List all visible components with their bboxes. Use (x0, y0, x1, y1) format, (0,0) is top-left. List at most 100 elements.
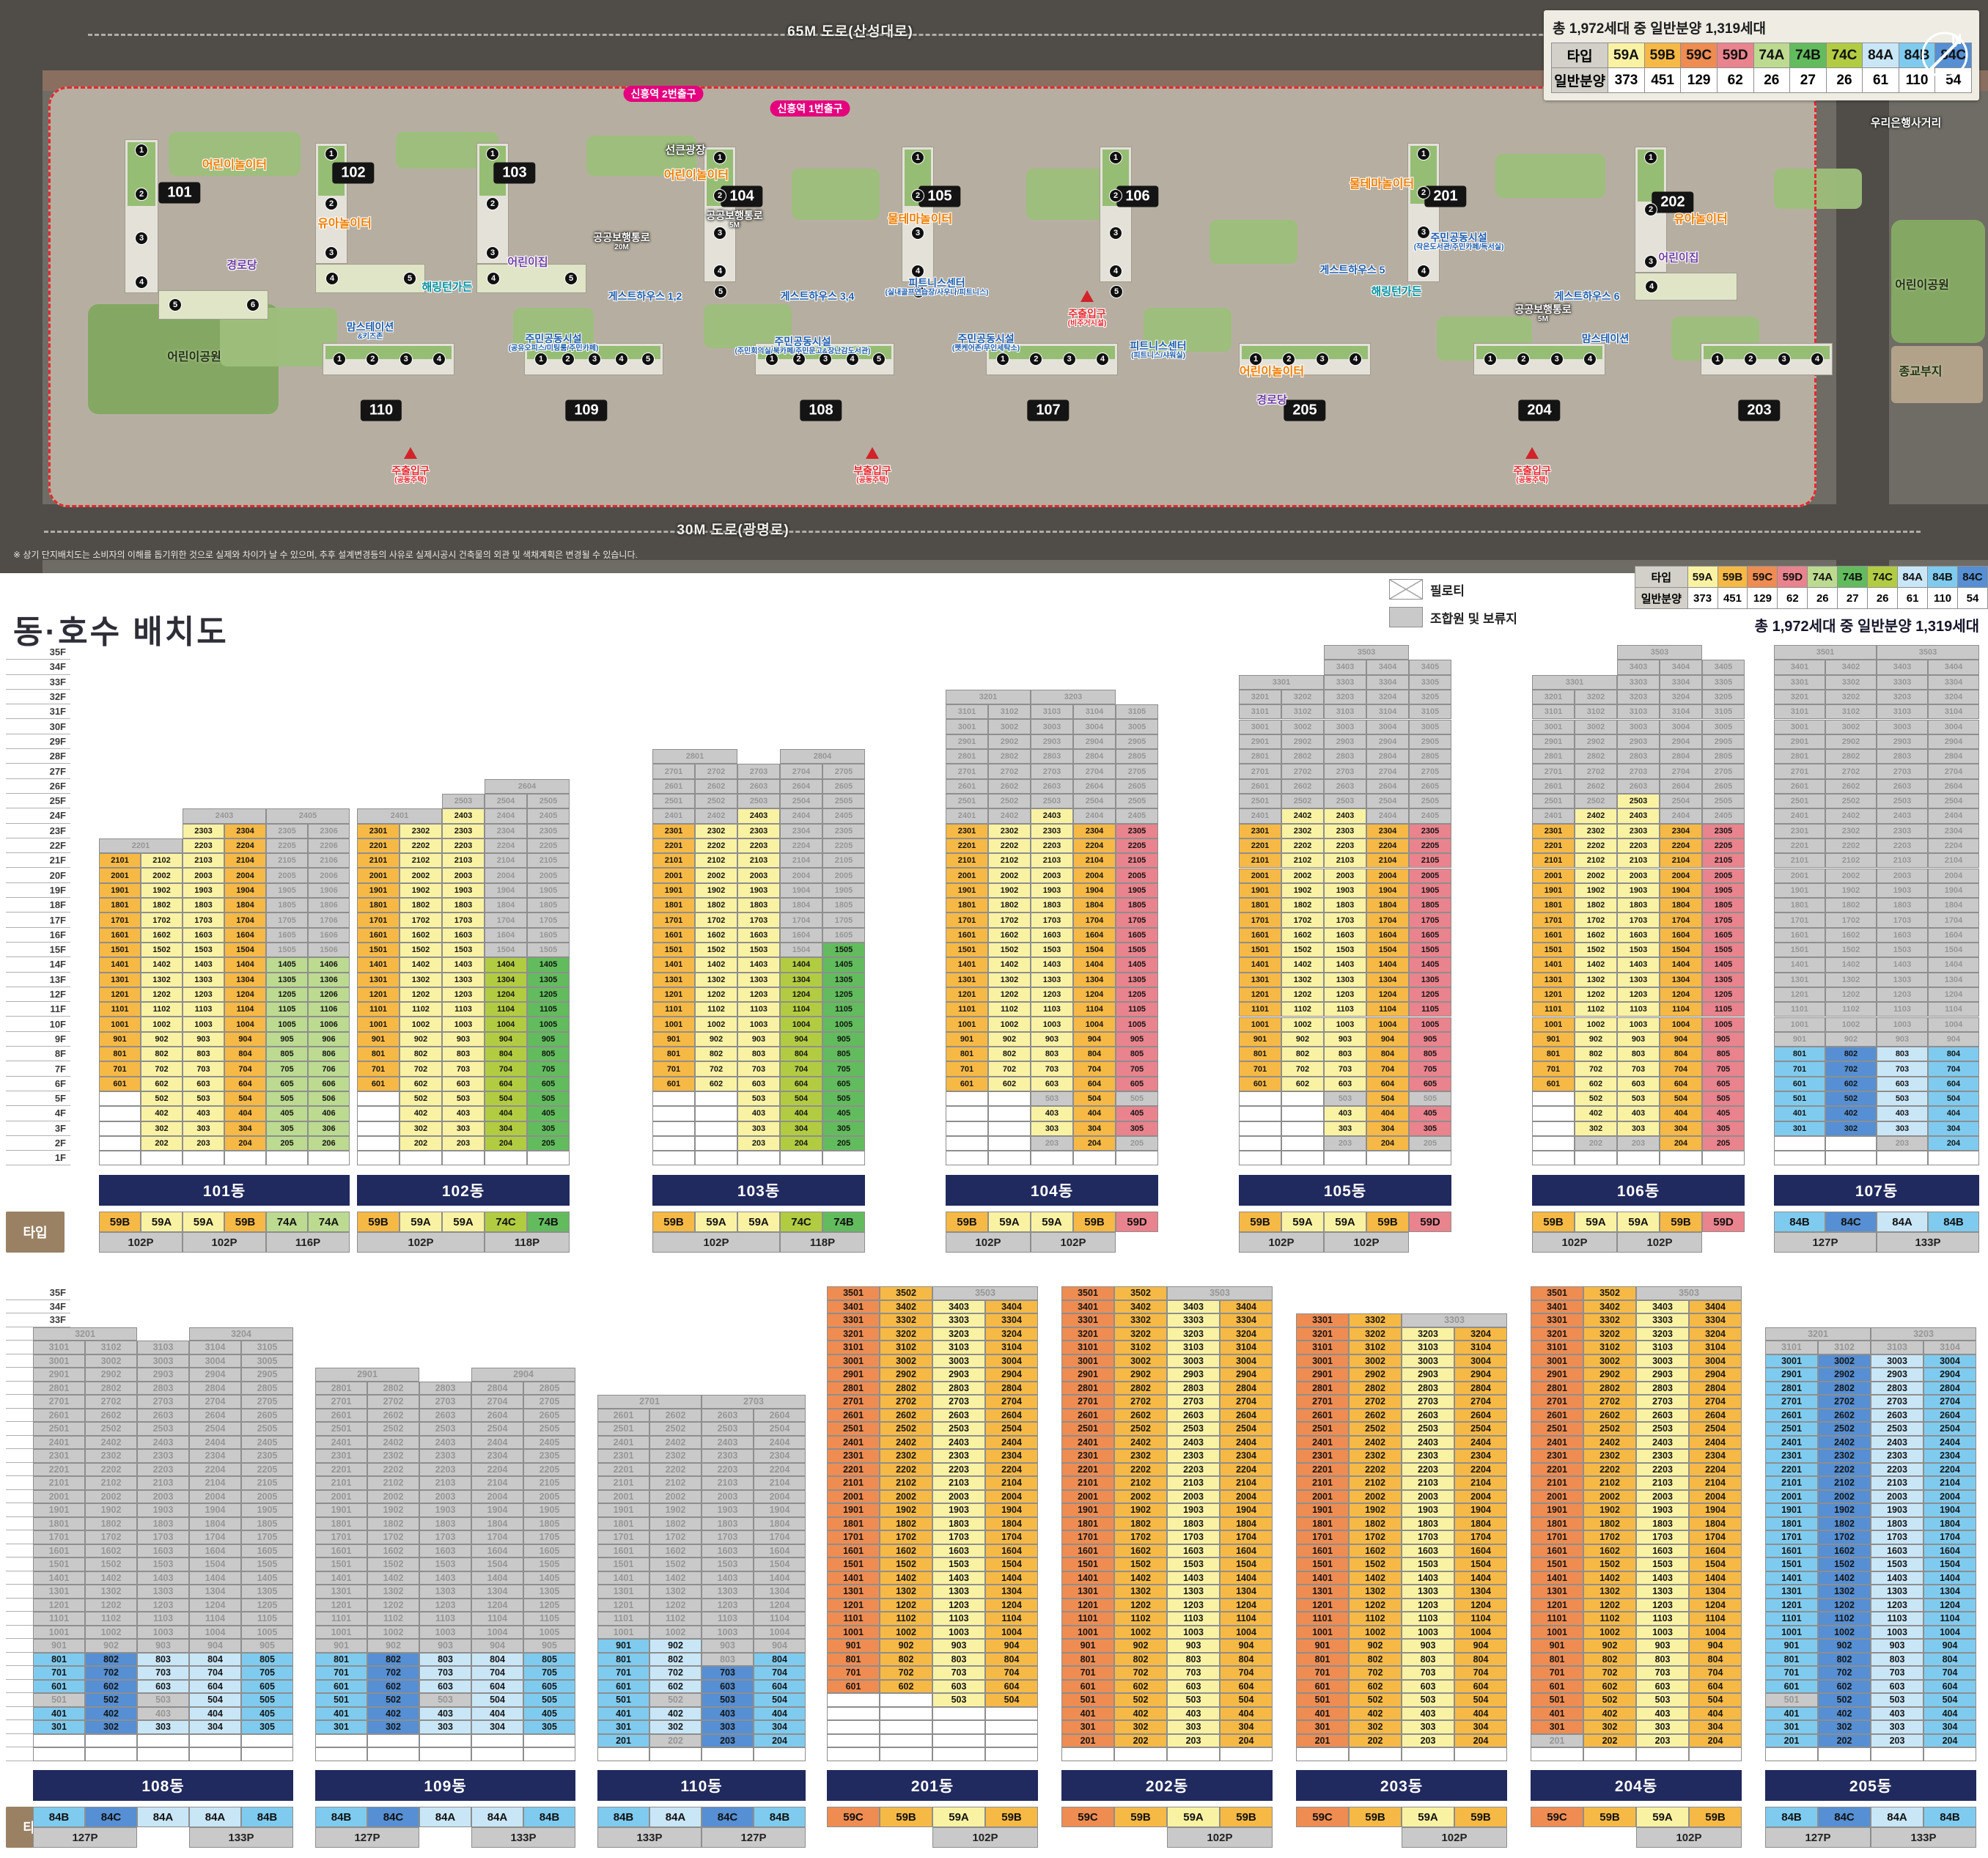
floor-label: 18F (6, 898, 70, 913)
building-name-bar: 201동 (827, 1770, 1038, 1801)
unit-cell: 1204 (485, 987, 527, 1003)
unit-cell: 1804 (1923, 1516, 1976, 1530)
reserved-cell: 3205 (1409, 689, 1451, 705)
unit-cell: 1902 (695, 882, 737, 899)
type-cell: 59C (827, 1807, 880, 1827)
unit-cell: 2701 (827, 1395, 880, 1409)
parking-cell: 116P (266, 1232, 350, 1253)
pilotis-cell (1239, 1091, 1281, 1107)
unit-cell: 502 (367, 1693, 419, 1707)
unit-cell: 404 (780, 1106, 822, 1121)
unit-cell: 1703 (1617, 913, 1660, 928)
reserved-cell: 203 (1877, 1135, 1928, 1151)
unit-cell: 2303 (442, 823, 485, 838)
type-table-header: 일반분양 (1635, 587, 1688, 609)
parking-cell: 127P (315, 1827, 419, 1848)
reserved-cell: 1701 (1774, 913, 1825, 928)
unit-line-circle: 2 (325, 196, 338, 210)
type-count-cell: 373 (1608, 67, 1645, 93)
unit-cell: 1203 (1167, 1598, 1220, 1612)
reserved-cell: 3004 (1366, 719, 1409, 734)
unit-cell: 1004 (1923, 1625, 1976, 1639)
reserved-cell: 1504 (754, 1557, 806, 1571)
reserved-cell: 1501 (33, 1557, 85, 1571)
pilotis-cell (827, 1747, 880, 1761)
unit-cell: 306 (308, 1121, 350, 1136)
reserved-cell: 1803 (419, 1516, 471, 1530)
unit-cell: 601 (357, 1076, 400, 1091)
site-label-line: 주민공동시설 (1430, 232, 1487, 244)
floor-label: 3F (6, 1121, 70, 1136)
reserved-cell: 3203 (1324, 689, 1366, 705)
site-label: 게스트하우스 1,2 (608, 290, 682, 302)
unit-cell: 2203 (1167, 1462, 1220, 1476)
unit-cell: 2202 (1818, 1462, 1871, 1476)
unit-cell: 1805 (1116, 898, 1158, 913)
unit-cell: 2302 (400, 823, 442, 838)
unit-cell: 402 (400, 1106, 442, 1121)
unit-cell: 3003 (1636, 1354, 1689, 1368)
unit-cell: 504 (985, 1693, 1038, 1707)
unit-cell: 1304 (1923, 1585, 1976, 1599)
type-count-cell: 27 (1789, 67, 1827, 93)
reserved-cell: 2904 (1660, 734, 1702, 750)
unit-cell: 1204 (1366, 987, 1409, 1003)
unit-cell: 901 (357, 1031, 400, 1047)
unit-cell: 2104 (1689, 1476, 1742, 1490)
unit-cell: 2602 (1583, 1408, 1636, 1422)
unit-cell: 1904 (224, 882, 266, 899)
unit-line-circle: 3 (588, 353, 601, 366)
reserved-cell: 1502 (85, 1557, 137, 1571)
unit-cell: 1403 (1324, 957, 1366, 973)
pilotis-cell (695, 1091, 737, 1107)
unit-cell: 1803 (1617, 898, 1660, 913)
unit-cell: 2204 (224, 838, 266, 854)
reserved-cell: 3104 (1073, 704, 1116, 720)
unit-cell: 1604 (1660, 927, 1702, 943)
reserved-cell: 1203 (419, 1598, 471, 1612)
reserved-cell: 1902 (85, 1503, 137, 1517)
unit-cell: 304 (1928, 1121, 1979, 1136)
parking-cell: 102P (357, 1232, 485, 1253)
unit-cell: 802 (1114, 1652, 1167, 1666)
unit-cell: 303 (1617, 1121, 1660, 1136)
unit-cell: 1104 (485, 1002, 527, 1017)
type-cell: 84A (419, 1807, 471, 1827)
reserved-cell: 2001 (1774, 868, 1825, 883)
unit-cell: 801 (1296, 1652, 1349, 1666)
reserved-cell: 2801 (1239, 749, 1281, 764)
reserved-cell: 3103 (1324, 704, 1366, 720)
unit-cell: 2503 (932, 1422, 985, 1436)
reserved-cell: 905 (241, 1639, 293, 1653)
reserved-cell: 1902 (1825, 882, 1877, 899)
unit-cell: 303 (1324, 1121, 1366, 1136)
unit-cell: 1501 (1765, 1557, 1818, 1571)
unit-cell: 1002 (1818, 1625, 1871, 1639)
unit-cell: 2203 (183, 838, 224, 854)
parking-cell: 102P (1324, 1232, 1409, 1253)
unit-cell: 1505 (822, 942, 865, 958)
unit-cell: 403 (183, 1106, 224, 1121)
unit-cell: 1102 (880, 1612, 932, 1626)
reserved-cell: 2501 (597, 1422, 649, 1436)
reserved-cell: 2604 (780, 778, 822, 794)
reserved-cell: 3201 (1239, 689, 1281, 705)
reserved-cell: 1605 (266, 927, 308, 943)
reserved-cell: 1501 (1774, 943, 1825, 958)
reserved-cell: 1905 (523, 1503, 575, 1517)
unit-cell: 2902 (880, 1368, 932, 1382)
reserved-cell: 2401 (597, 1435, 649, 1449)
reserved-cell: 1705 (241, 1530, 293, 1544)
unit-cell: 405 (241, 1706, 293, 1720)
reserved-cell: 1703 (1877, 913, 1928, 928)
unit-cell: 803 (419, 1652, 471, 1666)
reserved-cell: 3005 (1409, 719, 1451, 734)
reserved-cell: 2401 (652, 808, 695, 824)
unit-cell: 403 (737, 1106, 780, 1121)
reserved-cell: 2503 (137, 1422, 189, 1436)
unit-cell: 1001 (827, 1625, 880, 1639)
pilotis-cell (1928, 1151, 1979, 1166)
reserved-cell: 1101 (315, 1612, 367, 1626)
unit-cell: 2702 (1818, 1395, 1871, 1409)
reserved-cell: 1904 (1928, 882, 1979, 899)
